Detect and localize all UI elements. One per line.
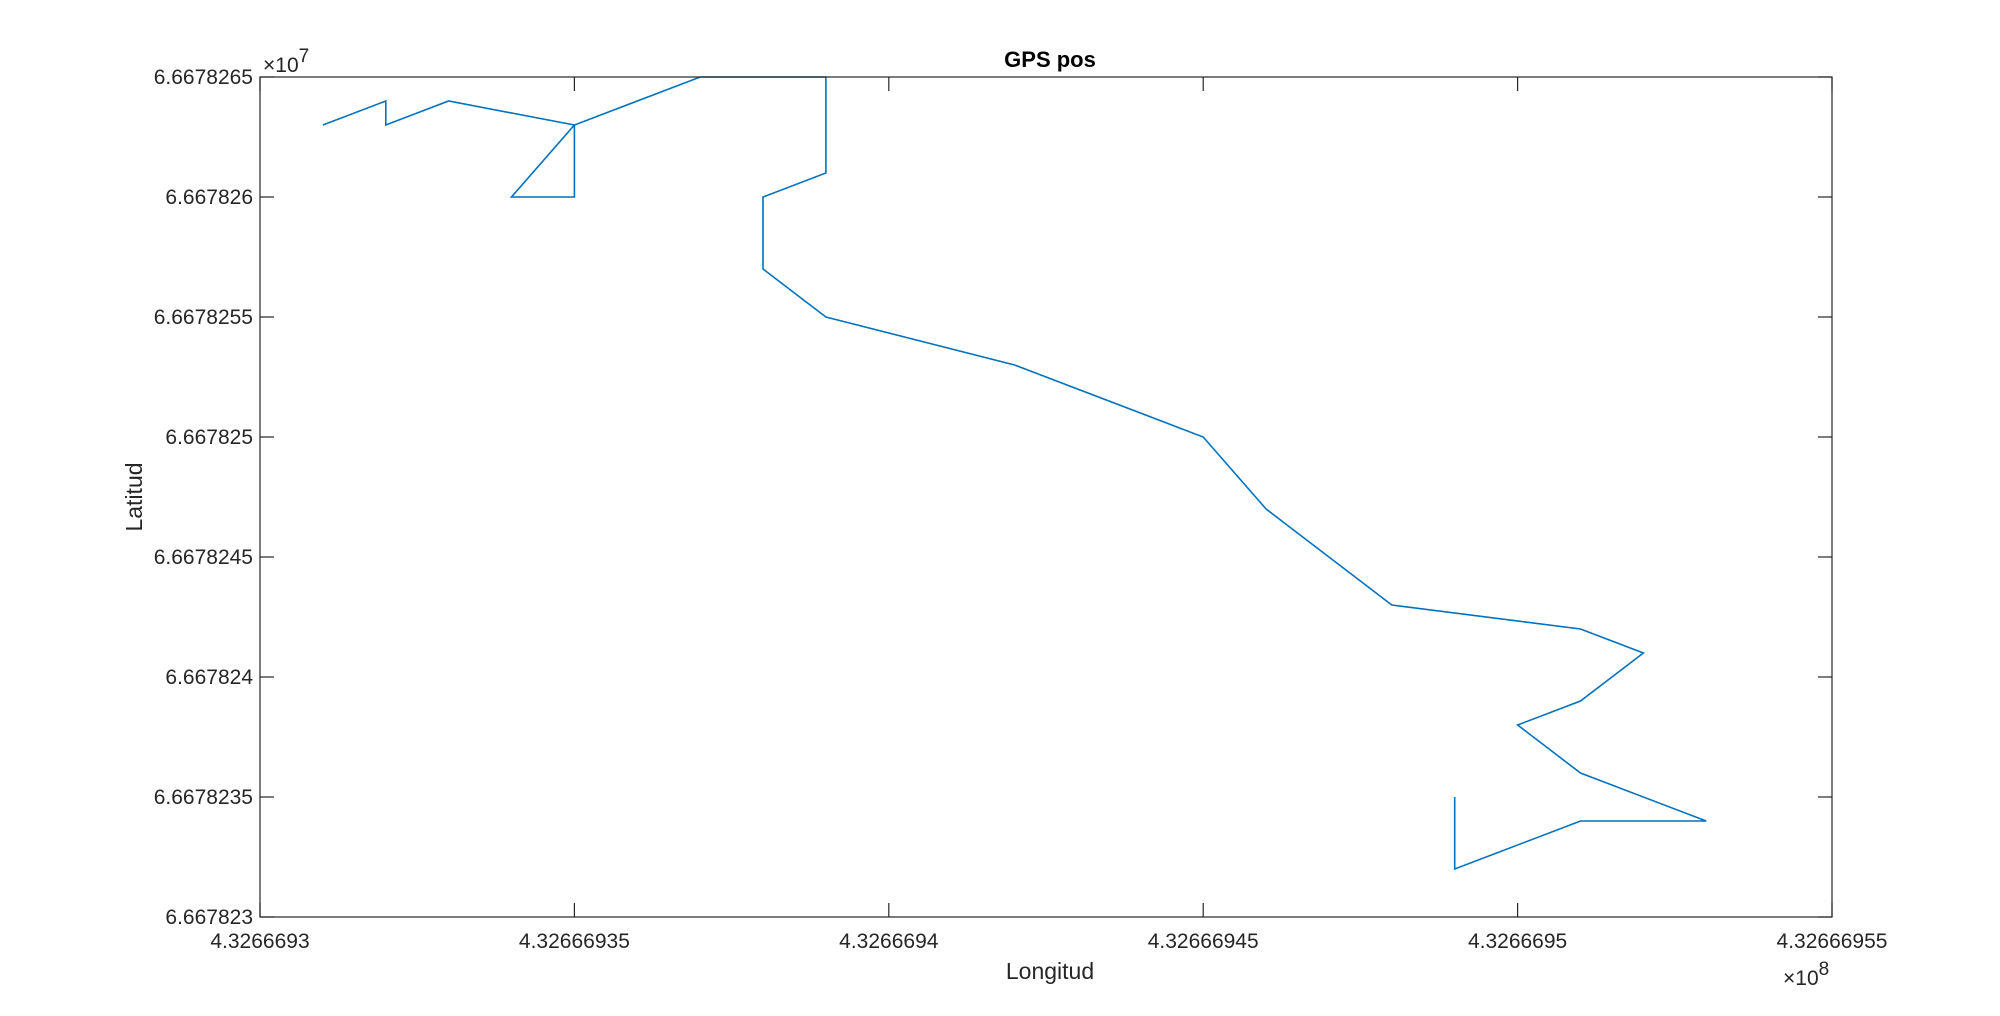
y-tick-label: 6.667826 xyxy=(165,186,253,209)
y-tick-label: 6.667823 xyxy=(165,906,253,929)
plot-area xyxy=(260,77,1832,917)
y-tick-label: 6.667824 xyxy=(165,666,253,689)
axes-box xyxy=(259,76,1833,918)
x-tick-label: 4.32666945 xyxy=(1148,930,1259,953)
y-tick-label: 6.6678245 xyxy=(154,546,253,569)
y-tick-label: 6.6678235 xyxy=(154,786,253,809)
x-exponent-multiplier: ×108 xyxy=(1783,959,1829,990)
tick-labels: 4.3266693 4.32666935 4.3266694 4.32666945 4.… xyxy=(154,66,1888,953)
y-axis-label: Latitud xyxy=(121,462,147,531)
x-tick-label: 4.3266695 xyxy=(1468,930,1567,953)
y-tick-label: 6.6678255 xyxy=(154,306,253,329)
y-exponent-multiplier: ×107 xyxy=(263,46,309,77)
y-tick-label: 6.667825 xyxy=(165,426,253,449)
x-tick-label: 4.32666935 xyxy=(519,930,630,953)
x-tick-label: 4.3266693 xyxy=(210,930,309,953)
chart-title: GPS pos xyxy=(1004,47,1096,72)
gps-track-line xyxy=(322,76,1707,871)
x-tick-label: 4.32666955 xyxy=(1777,930,1888,953)
y-tick-label: 6.6678265 xyxy=(154,66,253,89)
x-axis-label: Longitud xyxy=(1006,958,1094,984)
x-tick-label: 4.3266694 xyxy=(839,930,939,953)
